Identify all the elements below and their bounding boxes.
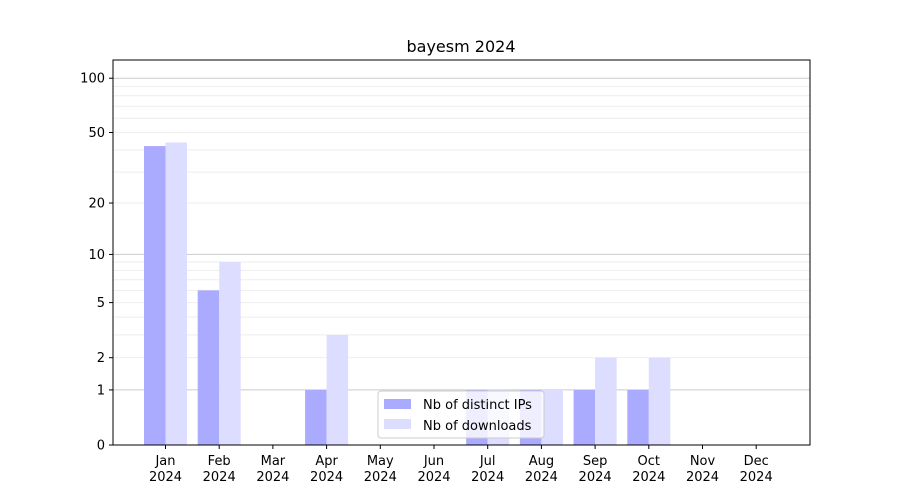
legend: Nb of distinct IPs Nb of downloads — [377, 390, 545, 439]
chart-title: bayesm 2024 — [407, 37, 516, 56]
y-tick-label: 2 — [97, 351, 105, 366]
y-tick-label: 5 — [97, 296, 105, 311]
y-tick-label: 0 — [97, 439, 105, 454]
x-tick-label: Dec 2024 — [740, 454, 773, 485]
x-tick-label: Jul 2024 — [471, 454, 504, 485]
bar-downloads — [165, 142, 187, 446]
y-tick-label: 1 — [97, 383, 105, 398]
plot-frame — [112, 59, 811, 446]
x-tick-label: Sep 2024 — [579, 454, 612, 485]
x-tick-label: May 2024 — [364, 454, 397, 485]
legend-label-downloads: Nb of downloads — [423, 419, 532, 434]
y-tick-label: 10 — [88, 248, 105, 263]
y-tick-label: 50 — [88, 126, 105, 141]
bar-ips — [573, 389, 596, 445]
y-tick-label: 20 — [88, 197, 105, 212]
x-tick-label: Aug 2024 — [525, 454, 558, 485]
x-tick-label: Oct 2024 — [632, 454, 665, 485]
bar-downloads — [648, 357, 671, 445]
x-tick-label: Nov 2024 — [686, 454, 719, 485]
x-tick-label: Jun 2024 — [417, 454, 450, 485]
bar-ips — [305, 389, 327, 445]
bar-ips — [144, 146, 166, 446]
bar-downloads — [219, 262, 241, 445]
x-tick-label: Jan 2024 — [149, 454, 182, 485]
x-tick-label: Feb 2024 — [203, 454, 236, 485]
legend-swatch-downloads — [384, 419, 411, 429]
y-tick-label: 100 — [80, 72, 105, 87]
bar-downloads — [595, 357, 617, 445]
bar-downloads — [326, 334, 349, 445]
legend-label-ips: Nb of distinct IPs — [423, 398, 532, 413]
bar-ips — [197, 290, 220, 445]
bar-ips — [627, 389, 649, 445]
bar-downloads — [541, 389, 563, 445]
legend-swatch-ips — [384, 399, 411, 409]
x-tick-label: Mar 2024 — [256, 454, 289, 485]
x-tick-label: Apr 2024 — [310, 454, 343, 485]
